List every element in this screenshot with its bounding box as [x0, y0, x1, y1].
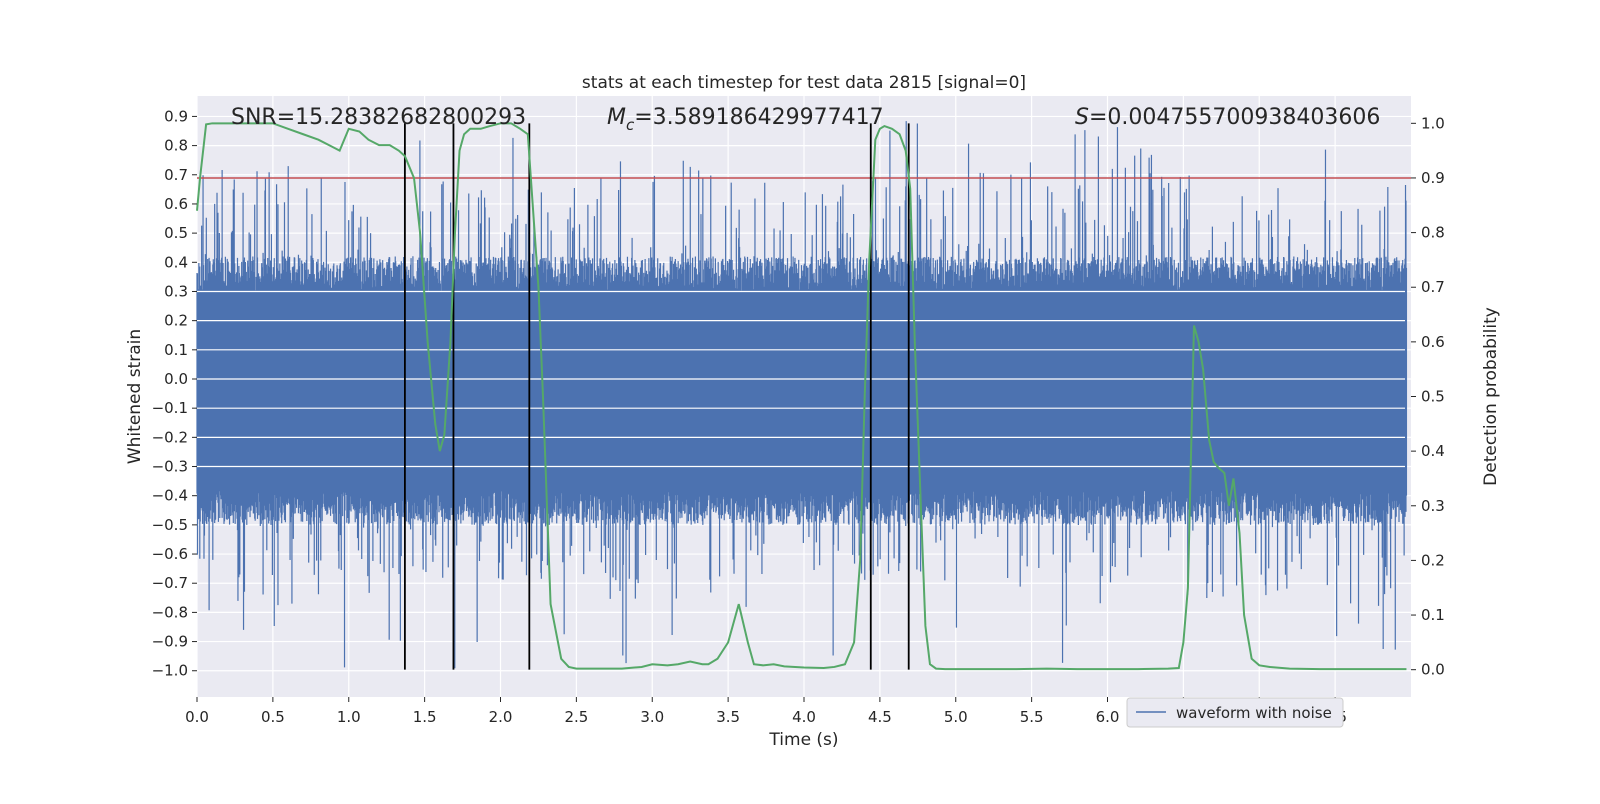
y-tick-label-right: 0.9 — [1421, 169, 1445, 187]
x-tick-label: 4.0 — [792, 708, 816, 726]
y-tick-label-left: 0.5 — [164, 224, 188, 242]
y-tick-label-left: 0.8 — [164, 137, 188, 155]
y-tick-label-right: 0.7 — [1421, 278, 1445, 296]
y-tick-label-left: 0.3 — [164, 282, 188, 300]
y-tick-label-right: 0.1 — [1421, 606, 1445, 624]
y-tick-label-left: −0.7 — [152, 574, 188, 592]
chart-title: stats at each timestep for test data 281… — [582, 73, 1026, 93]
ticks: 0.00.51.01.52.02.53.03.54.04.55.05.56.06… — [152, 107, 1445, 726]
y-tick-label-left: 0.2 — [164, 312, 188, 330]
legend-box — [1126, 697, 1344, 728]
y-tick-label-right: 0.0 — [1421, 661, 1445, 679]
x-tick-label: 1.5 — [413, 708, 437, 726]
x-axis-label: Time (s) — [768, 730, 838, 750]
y-tick-label-right: 0.4 — [1421, 442, 1445, 460]
waveform-series — [196, 121, 1408, 669]
x-tick-label: 5.0 — [944, 708, 968, 726]
y-tick-label-left: 0.1 — [164, 341, 188, 359]
y-tick-label-left: 0.6 — [164, 195, 188, 213]
x-tick-label: 3.5 — [716, 708, 740, 726]
y-tick-label-left: −0.9 — [152, 633, 188, 651]
x-tick-label: 0.0 — [185, 708, 209, 726]
y-tick-label-right: 1.0 — [1421, 114, 1445, 132]
y-tick-label-left: 0.0 — [164, 370, 188, 388]
y-tick-label-left: −1.0 — [152, 662, 188, 680]
y-axis-label-right: Detection probability — [1481, 307, 1501, 486]
legend-label-waveform: waveform with noise — [1176, 704, 1332, 722]
y-tick-label-right: 0.2 — [1421, 551, 1445, 569]
y-tick-label-left: 0.4 — [164, 253, 188, 271]
x-tick-label: 2.5 — [564, 708, 588, 726]
y-tick-label-right: 0.8 — [1421, 224, 1445, 242]
probability-series-layer — [196, 122, 1407, 671]
mc-symbol: M — [607, 105, 626, 130]
y-tick-label-left: −0.5 — [152, 516, 188, 534]
y-tick-label-left: 0.9 — [164, 107, 188, 125]
y-tick-label-right: 0.3 — [1421, 497, 1445, 515]
y-tick-label-left: −0.3 — [152, 458, 188, 476]
waveform-core-band — [197, 291, 1405, 490]
legend: waveform with noise — [1126, 697, 1344, 728]
y-tick-label-left: −0.2 — [152, 428, 188, 446]
s-value: =0.004755700938403606 — [1089, 105, 1380, 130]
snr-annotation: SNR=15.28382682800293 — [231, 105, 526, 130]
y-tick-label-left: 0.7 — [164, 166, 188, 184]
x-tick-label: 0.5 — [261, 708, 285, 726]
mc-value: =3.589186429977417 — [634, 105, 883, 130]
x-tick-label: 4.5 — [868, 708, 892, 726]
probability-line — [196, 122, 1407, 671]
mc-subscript: c — [626, 116, 635, 134]
chirp-mass-annotation: Mc=3.589186429977417 — [607, 105, 884, 134]
y-tick-label-right: 0.6 — [1421, 333, 1445, 351]
y-axis-label-left: Whitened strain — [125, 329, 145, 464]
y-tick-label-left: −0.8 — [152, 603, 188, 621]
s-annotation: S=0.004755700938403606 — [1075, 105, 1380, 130]
y-tick-label-right: 0.5 — [1421, 388, 1445, 406]
x-tick-label: 6.0 — [1096, 708, 1120, 726]
y-tick-label-left: −0.1 — [152, 399, 188, 417]
x-tick-label: 2.0 — [489, 708, 513, 726]
y-tick-label-left: −0.6 — [152, 545, 188, 563]
x-tick-label: 3.0 — [640, 708, 664, 726]
s-symbol: S — [1075, 105, 1089, 130]
x-tick-label: 1.0 — [337, 708, 361, 726]
y-tick-label-left: −0.4 — [152, 487, 188, 505]
x-tick-label: 5.5 — [1020, 708, 1044, 726]
